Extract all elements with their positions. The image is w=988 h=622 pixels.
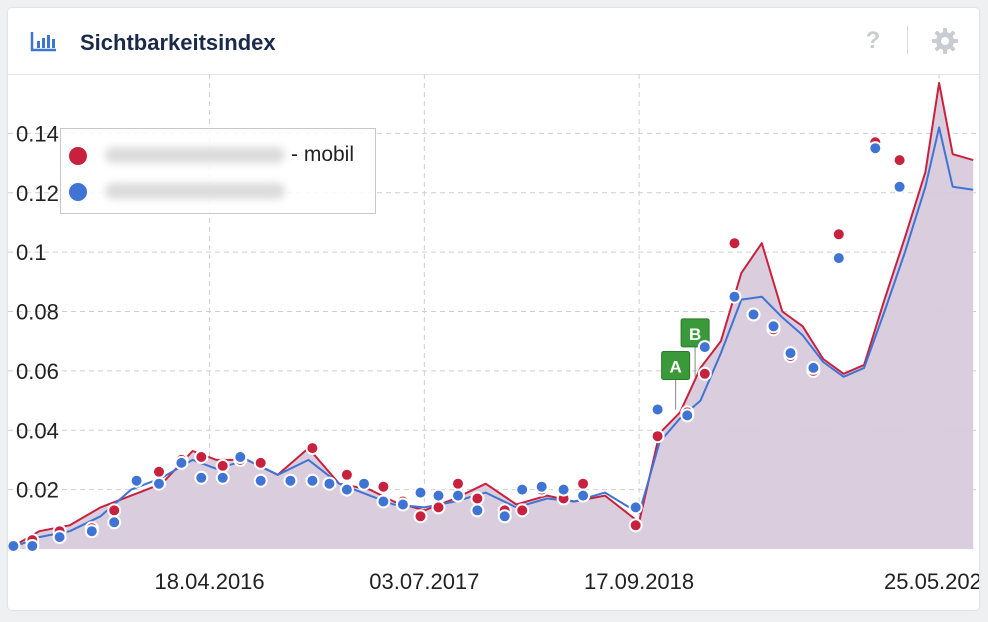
legend-marker-desktop [69, 183, 87, 201]
blurred-domain-name [105, 183, 285, 199]
marker-desktop [451, 488, 465, 503]
y-tick-label: 0.04 [16, 418, 59, 443]
x-tick-label: 17.09.2018 [584, 569, 694, 594]
visibility-widget: Sichtbarkeitsindex ? A B 0.02 0.04 0.06 0.08 0… [8, 8, 979, 610]
y-tick-label: 0.1 [16, 240, 47, 265]
marker-mobile [413, 509, 428, 524]
marker-desktop [322, 476, 337, 491]
marker-mobile [515, 503, 530, 518]
y-tick-label: 0.06 [16, 359, 59, 384]
x-tick-label: 18.04.2016 [155, 569, 265, 594]
marker-desktop [868, 141, 883, 156]
marker-mobile [305, 441, 320, 456]
marker-mobile [215, 458, 230, 473]
visibility-chart: AB 0.02 0.04 0.06 0.08 0.1 0.12 0.14 18.04.2016 0… [8, 74, 979, 594]
annotation-flag-b [680, 318, 710, 348]
marker-desktop [470, 503, 485, 518]
marker-desktop [395, 497, 410, 512]
marker-desktop [194, 470, 209, 485]
marker-desktop [697, 340, 712, 355]
marker-mobile [727, 236, 742, 251]
marker-desktop [746, 307, 761, 322]
marker-desktop [497, 509, 512, 524]
marker-desktop [831, 251, 846, 266]
header-divider [907, 26, 908, 54]
marker-mobile [339, 467, 354, 482]
marker-desktop [129, 473, 144, 488]
x-tick-label: 03.07.2017 [369, 569, 479, 594]
marker-desktop [25, 539, 40, 553]
marker-mobile [451, 476, 465, 491]
y-tick-label: 0.14 [16, 121, 59, 146]
marker-desktop [680, 408, 695, 423]
marker-mobile [892, 153, 907, 168]
marker-desktop [515, 482, 530, 497]
marker-desktop [628, 500, 643, 515]
marker-mobile [697, 366, 712, 381]
y-tick-label: 0.12 [16, 181, 59, 206]
marker-desktop [431, 488, 446, 503]
marker-desktop [766, 319, 781, 334]
marker-mobile [253, 455, 268, 470]
marker-mobile [152, 464, 166, 479]
chart-legend: - mobil [60, 128, 376, 214]
marker-desktop [215, 470, 230, 485]
marker-desktop [174, 455, 189, 470]
marker-desktop [534, 479, 549, 494]
annotation-label: B [689, 325, 701, 344]
marker-desktop [233, 450, 248, 464]
marker-desktop [892, 179, 907, 194]
series-area-fill [8, 82, 974, 550]
marker-desktop [84, 524, 99, 539]
marker-desktop [783, 346, 798, 361]
marker-desktop [305, 473, 320, 488]
marker-desktop [152, 476, 166, 491]
marker-desktop [253, 473, 268, 488]
marker-desktop [650, 402, 665, 417]
legend-label-mobile: - mobil [291, 143, 355, 166]
y-tick-label: 0.08 [16, 300, 59, 325]
marker-mobile [107, 503, 122, 518]
legend-item-mobile[interactable]: - mobil [61, 141, 375, 171]
marker-desktop [339, 482, 354, 497]
marker-desktop [376, 494, 391, 509]
legend-marker-mobile [69, 147, 87, 165]
marker-desktop [283, 473, 298, 488]
blurred-domain-name [105, 147, 285, 163]
marker-mobile [628, 518, 643, 533]
marker-desktop [576, 488, 591, 503]
widget-header: Sichtbarkeitsindex ? [8, 8, 979, 75]
marker-desktop [8, 539, 21, 553]
x-tick-label: 25.05.2020 [884, 569, 979, 594]
marker-desktop [107, 515, 122, 530]
marker-desktop [556, 482, 571, 497]
marker-mobile [576, 476, 591, 491]
bar-chart-icon [30, 32, 56, 52]
marker-desktop [727, 289, 742, 304]
marker-mobile [831, 227, 846, 242]
gear-icon[interactable] [930, 26, 960, 56]
marker-mobile [650, 429, 665, 444]
marker-desktop [413, 485, 428, 500]
help-icon[interactable]: ? [865, 27, 881, 54]
marker-mobile [431, 500, 446, 515]
marker-mobile [376, 479, 391, 494]
marker-desktop [806, 360, 821, 375]
legend-item-desktop[interactable] [61, 177, 375, 207]
annotation-flag-a [661, 350, 691, 380]
widget-title: Sichtbarkeitsindex [80, 30, 276, 55]
marker-mobile [194, 450, 209, 464]
marker-mobile [470, 491, 485, 506]
y-tick-label: 0.02 [16, 478, 59, 503]
marker-desktop [357, 476, 371, 491]
annotation-label: A [669, 357, 681, 376]
marker-desktop [52, 530, 67, 545]
